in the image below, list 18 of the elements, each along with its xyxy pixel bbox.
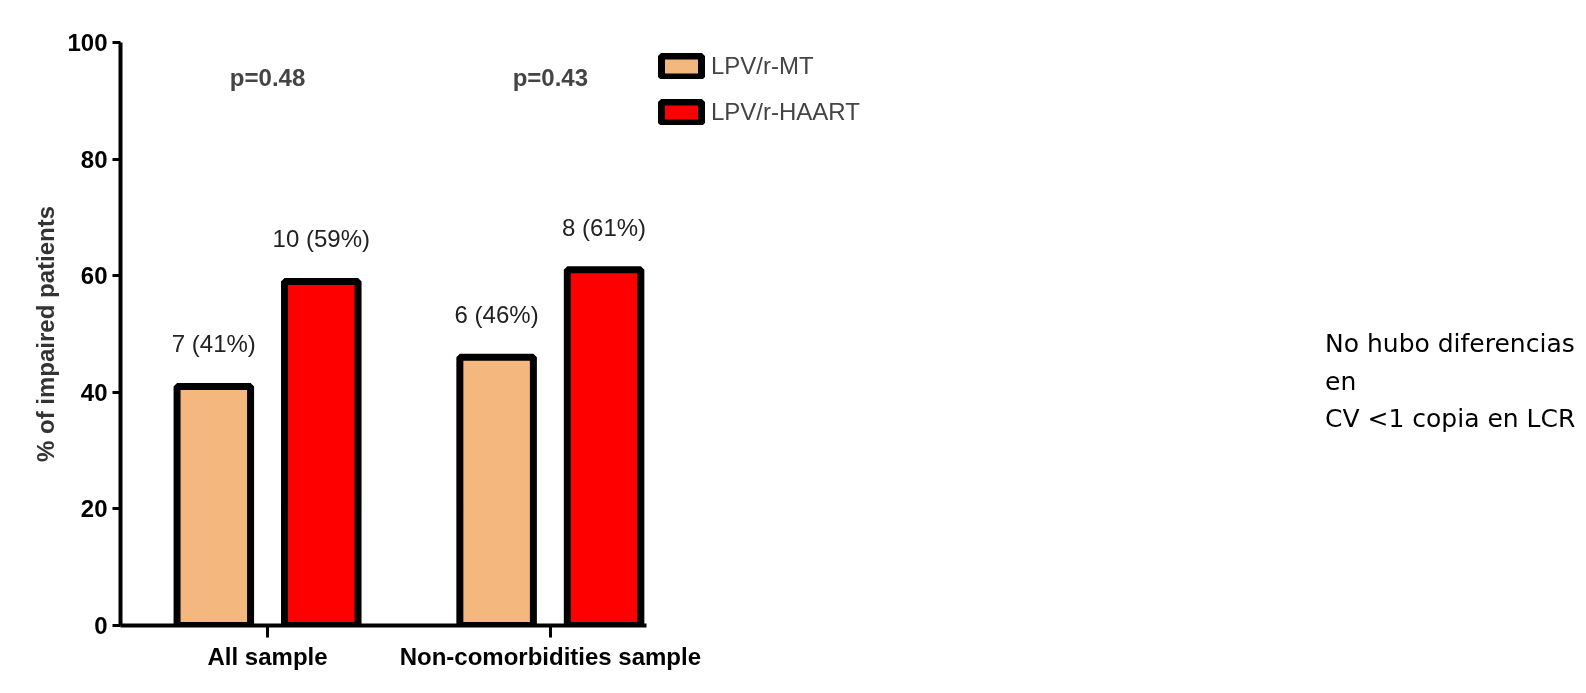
y-tick-label: 80 — [80, 145, 108, 173]
annotation: p=0.43 — [512, 63, 589, 91]
y-tick-label: 40 — [80, 378, 108, 406]
y-axis-title: % of impaired patients — [32, 205, 60, 463]
data-label: 8 (61%) — [562, 213, 647, 241]
annotation: p=0.48 — [229, 63, 306, 91]
legend-label: LPV/r-MT — [711, 52, 814, 80]
data-label: 6 (46%) — [454, 301, 539, 329]
text: No hubo diferencias en CV <1 copia en LCR — [1325, 328, 1577, 435]
legend-label: LPV/r-HAART — [711, 98, 860, 126]
x-tick-label: Non-comorbidities sample — [399, 642, 702, 670]
data-label: 10 (59%) — [272, 225, 370, 253]
y-tick-label: 0 — [94, 612, 108, 639]
y-tick-label: 60 — [80, 262, 108, 290]
y-tick-label: 100 — [67, 29, 108, 56]
y-tick-label: 20 — [80, 495, 108, 523]
x-tick-label: All sample — [207, 642, 328, 670]
data-label: 7 (41%) — [171, 330, 256, 358]
